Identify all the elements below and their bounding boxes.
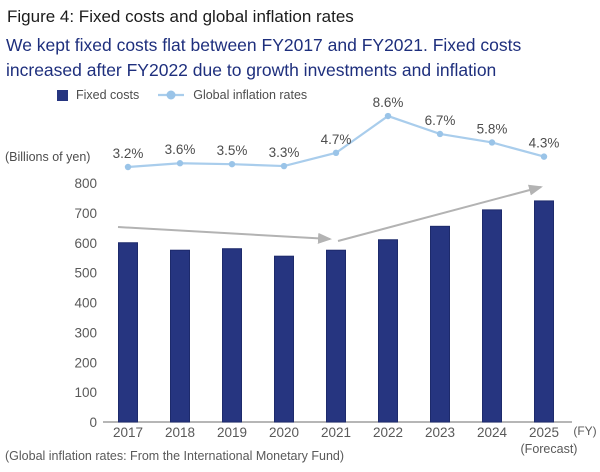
inflation-point-2018 (176, 160, 184, 167)
inflation-point-2017 (124, 163, 132, 171)
subtitle-line-2: increased after FY2022 due to growth inv… (6, 60, 497, 80)
fixed-costs-legend-label: Fixed costs (76, 88, 140, 102)
inflation-point-2020 (280, 162, 288, 170)
inflation-legend-marker (158, 90, 185, 100)
y-axis-tick-label: 300 (74, 325, 97, 340)
x-axis-label-2019: 2019 (217, 425, 247, 440)
inflation-point-2019 (228, 160, 236, 168)
inflation-point-2023 (436, 130, 444, 138)
chart-legend: Fixed costs Global inflation rates (57, 88, 307, 102)
fixed-costs-legend-swatch (57, 89, 68, 101)
y-axis-tick-label: 400 (74, 296, 97, 311)
y-axis-tick-label: 700 (74, 206, 97, 221)
inflation-value-label: 4.7% (321, 132, 352, 147)
rising-trend-arrow (337, 184, 543, 242)
x-axis-label-2018: 2018 (165, 425, 195, 440)
inflation-value-label: 3.3% (269, 145, 300, 160)
bar-2017 (118, 242, 138, 423)
y-axis-unit-label: (Billions of yen) (5, 150, 91, 164)
y-axis-tick-label: 200 (74, 355, 97, 370)
inflation-value-label: 3.2% (113, 146, 144, 161)
x-axis-label-2020: 2020 (269, 425, 299, 440)
inflation-legend-label: Global inflation rates (193, 88, 308, 102)
y-axis-tick-label: 500 (74, 266, 97, 281)
inflation-value-label: 4.3% (529, 136, 560, 151)
bar-2024 (482, 209, 502, 423)
bar-2022 (378, 239, 398, 423)
subtitle-line-1: We kept fixed costs flat between FY2017 … (6, 35, 522, 55)
y-axis-tick-label: 0 (89, 415, 97, 430)
bar-2020 (274, 255, 294, 423)
y-axis-tick-label: 800 (74, 176, 97, 191)
bar-2019 (222, 248, 242, 423)
x-axis-label-2025: 2025 (529, 425, 559, 440)
x-axis-label-2022: 2022 (373, 425, 403, 440)
x-axis-label-2017: 2017 (113, 425, 143, 440)
flat-trend-arrow (117, 226, 332, 244)
inflation-value-label: 6.7% (425, 113, 456, 128)
inflation-point-2024 (488, 139, 496, 146)
inflation-value-label: 5.8% (477, 121, 508, 136)
bar-2018 (170, 249, 190, 423)
figure-title: Figure 4: Fixed costs and global inflati… (7, 7, 354, 26)
bar-2023 (430, 225, 450, 423)
y-axis-tick-label: 600 (74, 236, 97, 251)
inflation-value-label: 3.5% (217, 143, 248, 158)
inflation-value-label: 3.6% (165, 142, 196, 157)
inflation-point-2025 (540, 153, 548, 160)
inflation-value-label: 8.6% (373, 95, 404, 110)
y-axis-tick-label: 100 (74, 385, 97, 400)
inflation-point-2021 (332, 149, 340, 157)
x-axis-label-2024: 2024 (477, 425, 508, 440)
source-footnote: (Global inflation rates: From the Intern… (5, 449, 345, 463)
forecast-label: (Forecast) (521, 442, 578, 456)
figure-subtitle: We kept fixed costs flat between FY2017 … (6, 33, 521, 83)
inflation-point-2022 (384, 112, 392, 120)
bar-2021 (326, 249, 346, 423)
fy-axis-suffix-label: (FY) (573, 424, 596, 438)
x-axis-label-2023: 2023 (425, 425, 455, 440)
bar-2025 (534, 200, 554, 423)
x-axis-label-2021: 2021 (321, 425, 351, 440)
